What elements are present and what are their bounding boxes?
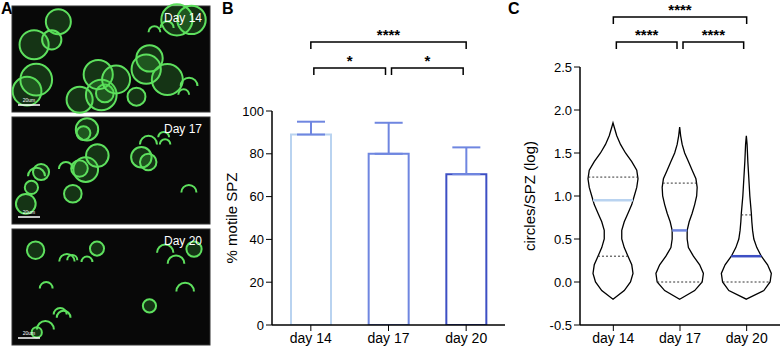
svg-text:day 17: day 17 xyxy=(659,330,701,346)
svg-text:40: 40 xyxy=(250,232,264,247)
svg-text:60: 60 xyxy=(250,189,264,204)
svg-text:100: 100 xyxy=(242,104,264,119)
svg-text:1.0: 1.0 xyxy=(554,189,572,204)
svg-text:20um: 20um xyxy=(23,209,36,215)
svg-text:80: 80 xyxy=(250,146,264,161)
svg-text:****: **** xyxy=(668,1,692,18)
svg-text:-0.5: -0.5 xyxy=(550,318,572,333)
svg-text:2.0: 2.0 xyxy=(554,103,572,118)
svg-text:0.0: 0.0 xyxy=(554,275,572,290)
html-text:A: A xyxy=(1,0,13,17)
svg-text:Day 20: Day 20 xyxy=(164,234,202,248)
svg-text:20um: 20um xyxy=(23,330,36,336)
svg-text:day 17: day 17 xyxy=(367,330,409,346)
svg-text:day 20: day 20 xyxy=(445,330,487,346)
svg-text:****: **** xyxy=(377,26,401,43)
html-text:B: B xyxy=(222,0,234,17)
svg-text:% motile SPZ: % motile SPZ xyxy=(223,173,240,264)
svg-text:circles/SPZ (log): circles/SPZ (log) xyxy=(521,141,538,251)
svg-text:*: * xyxy=(347,52,353,69)
svg-text:****: **** xyxy=(702,26,726,43)
svg-text:Day 14: Day 14 xyxy=(164,11,202,25)
svg-text:2.5: 2.5 xyxy=(554,60,572,75)
svg-text:*: * xyxy=(424,52,430,69)
svg-text:day 20: day 20 xyxy=(726,330,768,346)
svg-text:0: 0 xyxy=(257,318,264,333)
svg-text:1.5: 1.5 xyxy=(554,146,572,161)
svg-text:day 14: day 14 xyxy=(592,330,634,346)
svg-text:Day 17: Day 17 xyxy=(164,122,202,136)
svg-text:****: **** xyxy=(635,26,659,43)
html-text:C: C xyxy=(508,0,520,17)
svg-text:0.5: 0.5 xyxy=(554,232,572,247)
svg-text:20um: 20um xyxy=(23,97,36,103)
svg-text:20: 20 xyxy=(250,275,264,290)
svg-text:day 14: day 14 xyxy=(290,330,332,346)
